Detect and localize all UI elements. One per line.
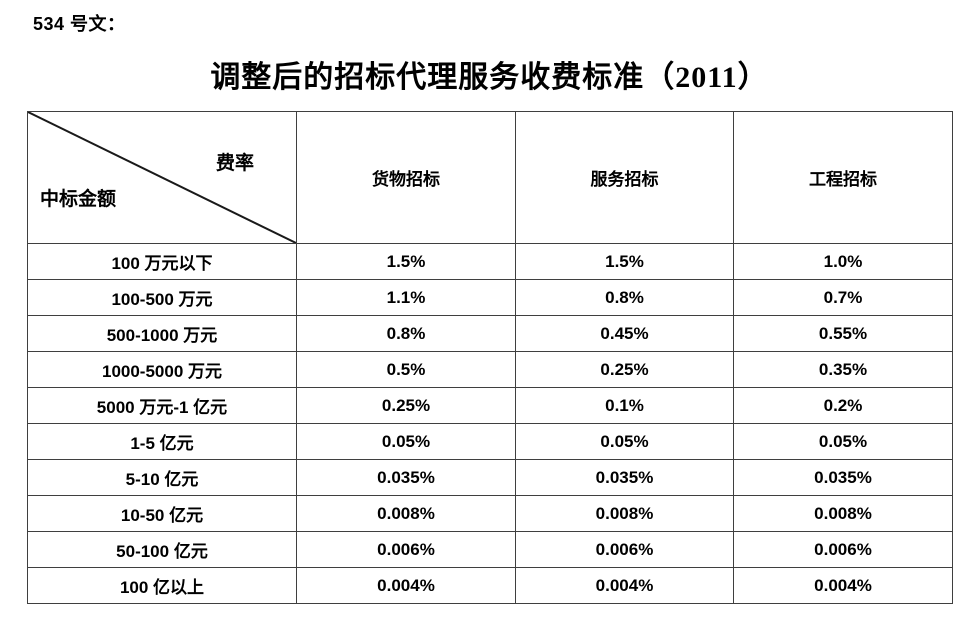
rate-cell: 0.25% — [515, 351, 734, 388]
rate-cell: 0.1% — [515, 387, 734, 424]
rate-cell: 0.05% — [296, 423, 516, 460]
page-title: 调整后的招标代理服务收费标准（2011） — [210, 61, 769, 94]
rate-cell: 0.035% — [296, 459, 516, 496]
table-row: 100-500 万元 1.1% 0.8% 0.7% — [27, 279, 953, 316]
rate-cell: 0.35% — [733, 351, 953, 388]
rate-cell: 0.8% — [296, 315, 516, 352]
amount-cell: 100 万元以下 — [27, 243, 297, 280]
rate-cell: 0.008% — [296, 495, 516, 532]
table-row: 1000-5000 万元 0.5% 0.25% 0.35% — [27, 351, 953, 388]
rate-cell: 1.5% — [515, 243, 734, 280]
rate-cell: 0.035% — [515, 459, 734, 496]
rate-cell: 1.5% — [296, 243, 516, 280]
column-header-goods: 货物招标 — [296, 111, 516, 244]
rate-cell: 0.006% — [296, 531, 516, 568]
rate-cell: 0.2% — [733, 387, 953, 424]
rate-cell: 0.55% — [733, 315, 953, 352]
column-header-services: 服务招标 — [515, 111, 734, 244]
table-row: 500-1000 万元 0.8% 0.45% 0.55% — [27, 315, 953, 352]
amount-cell: 500-1000 万元 — [27, 315, 297, 352]
corner-label-amount: 中标金额 — [40, 189, 117, 210]
rate-cell: 0.5% — [296, 351, 516, 388]
corner-label-rate: 费率 — [215, 153, 254, 174]
rate-cell: 0.006% — [515, 531, 734, 568]
amount-cell: 100 亿以上 — [27, 567, 297, 604]
table-row: 1-5 亿元 0.05% 0.05% 0.05% — [27, 423, 953, 460]
rate-cell: 0.05% — [733, 423, 953, 460]
column-header-engineering: 工程招标 — [733, 111, 953, 244]
fee-standard-table: 费率 中标金额 货物招标 服务招标 工程招标 100 万元以下 1.5% 1.5… — [27, 111, 953, 604]
table-row: 5000 万元-1 亿元 0.25% 0.1% 0.2% — [27, 387, 953, 424]
rate-cell: 0.004% — [296, 567, 516, 604]
rate-cell: 0.004% — [515, 567, 734, 604]
amount-cell: 50-100 亿元 — [27, 531, 297, 568]
rate-cell: 1.0% — [733, 243, 953, 280]
rate-cell: 0.008% — [733, 495, 953, 532]
table-row: 100 万元以下 1.5% 1.5% 1.0% — [27, 243, 953, 280]
table-row: 5-10 亿元 0.035% 0.035% 0.035% — [27, 459, 953, 496]
rate-cell: 0.004% — [733, 567, 953, 604]
rate-cell: 0.7% — [733, 279, 953, 316]
table-row: 100 亿以上 0.004% 0.004% 0.004% — [27, 567, 953, 604]
amount-cell: 1000-5000 万元 — [27, 351, 297, 388]
amount-cell: 100-500 万元 — [27, 279, 297, 316]
rate-cell: 0.006% — [733, 531, 953, 568]
rate-cell: 1.1% — [296, 279, 516, 316]
table-row: 50-100 亿元 0.006% 0.006% 0.006% — [27, 531, 953, 568]
rate-cell: 0.25% — [296, 387, 516, 424]
doc-number-label: 534 号文： — [33, 14, 126, 34]
rate-cell: 0.8% — [515, 279, 734, 316]
rate-cell: 0.45% — [515, 315, 734, 352]
rate-cell: 0.05% — [515, 423, 734, 460]
table-header-row: 费率 中标金额 货物招标 服务招标 工程招标 — [27, 111, 953, 244]
amount-cell: 5000 万元-1 亿元 — [27, 387, 297, 424]
diagonal-divider-line — [28, 112, 296, 243]
amount-cell: 10-50 亿元 — [27, 495, 297, 532]
amount-cell: 1-5 亿元 — [27, 423, 297, 460]
corner-header-cell: 费率 中标金额 — [27, 111, 297, 244]
table-row: 10-50 亿元 0.008% 0.008% 0.008% — [27, 495, 953, 532]
rate-cell: 0.008% — [515, 495, 734, 532]
rate-cell: 0.035% — [733, 459, 953, 496]
amount-cell: 5-10 亿元 — [27, 459, 297, 496]
